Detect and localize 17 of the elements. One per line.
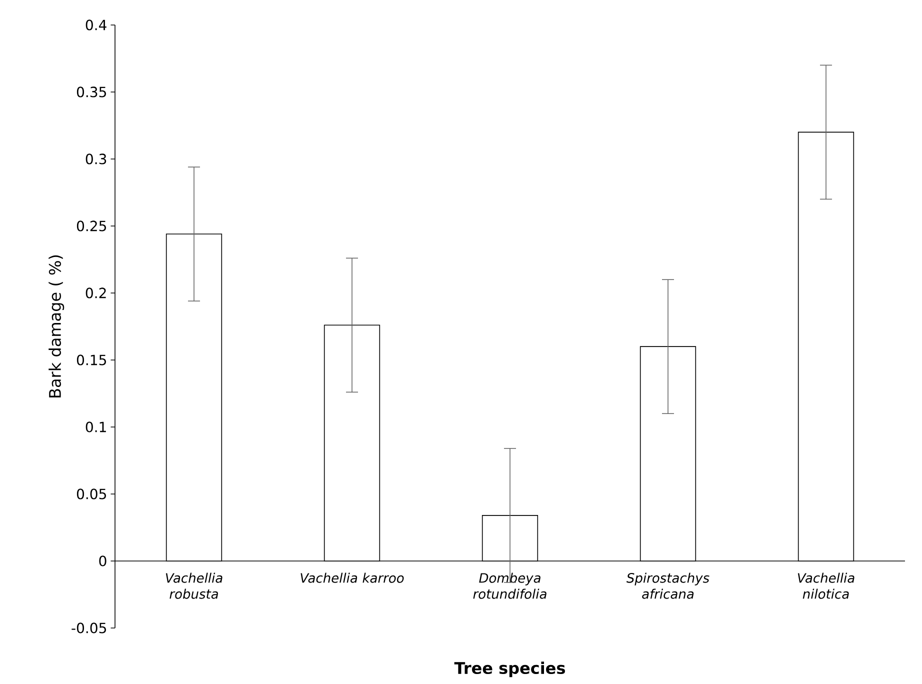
x-tick-label: Dombeya rotundifolia [473, 572, 546, 599]
y-tick-label: 0.05 [76, 488, 106, 500]
y-tick-label: 0.35 [76, 86, 106, 98]
y-axis-title: Bark damage ( %) [48, 255, 64, 398]
y-tick-label: 0.25 [76, 220, 106, 232]
y-tick-label: 0 [99, 556, 106, 566]
y-tick-label: 0.15 [76, 354, 106, 366]
y-tick-label: 0.4 [86, 20, 106, 30]
y-tick-label: 0.2 [86, 288, 106, 298]
x-tick-label: Spirostachys africana [626, 572, 710, 599]
x-tick-label: Vachellia karroo [300, 572, 404, 583]
y-tick-label: -0.05 [72, 622, 106, 634]
y-tick-label: 0.3 [86, 154, 106, 164]
y-tick-label: 0.1 [86, 422, 106, 432]
x-tick-label: Vachellia robusta [166, 572, 222, 599]
x-axis-title: Tree species [454, 662, 565, 678]
x-tick-label: Vachellia nilotica [798, 572, 854, 599]
